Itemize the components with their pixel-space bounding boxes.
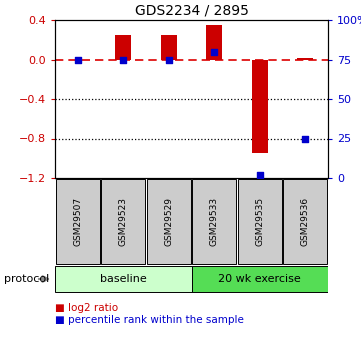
Text: ■ log2 ratio: ■ log2 ratio [55,303,118,313]
Text: GSM29529: GSM29529 [164,197,173,246]
Bar [238,179,282,264]
Bar [161,35,177,59]
Bar [252,59,268,153]
Text: GSM29536: GSM29536 [301,197,310,246]
Text: GSM29507: GSM29507 [73,197,82,246]
Bar [206,25,222,59]
Bar [192,179,236,264]
Text: GSM29535: GSM29535 [255,197,264,246]
Point [166,57,171,62]
Text: 20 wk exercise: 20 wk exercise [218,274,301,284]
Text: baseline: baseline [100,274,147,284]
Bar [101,179,145,264]
Bar [147,179,191,264]
Point [75,57,81,62]
Bar [297,58,313,59]
Text: GSM29523: GSM29523 [119,197,128,246]
Bar [55,266,191,292]
Bar [191,266,328,292]
Bar [115,35,131,59]
Point [120,57,126,62]
Point [211,49,217,55]
Bar [56,179,100,264]
Point [257,172,263,178]
Text: GSM29533: GSM29533 [210,197,219,246]
Point [303,136,308,141]
Text: ■ percentile rank within the sample: ■ percentile rank within the sample [55,315,244,325]
Bar [283,179,327,264]
Title: GDS2234 / 2895: GDS2234 / 2895 [135,3,248,18]
Text: protocol: protocol [4,274,49,284]
